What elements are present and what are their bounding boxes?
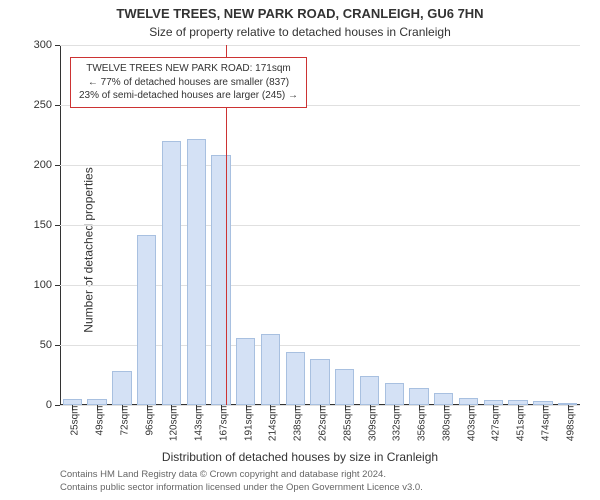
- ytick-label: 300: [0, 39, 52, 51]
- histogram-bar: [236, 338, 255, 405]
- xtick-label: 474sqm: [540, 406, 551, 442]
- chart-subtitle: Size of property relative to detached ho…: [0, 25, 600, 39]
- xtick-label: 25sqm: [70, 406, 81, 436]
- xtick-label: 332sqm: [392, 406, 403, 442]
- ytick-label: 250: [0, 99, 52, 111]
- histogram-bar: [360, 376, 379, 405]
- histogram-chart: TWELVE TREES, NEW PARK ROAD, CRANLEIGH, …: [0, 0, 600, 500]
- xtick-label: 498sqm: [565, 406, 576, 442]
- footer-attribution: Contains HM Land Registry data © Crown c…: [60, 469, 590, 494]
- ytick-mark: [55, 105, 60, 106]
- ytick-mark: [55, 405, 60, 406]
- histogram-bar: [335, 369, 354, 405]
- xtick-label: 120sqm: [169, 406, 180, 442]
- histogram-bar: [137, 235, 156, 405]
- xtick-label: 427sqm: [491, 406, 502, 442]
- histogram-bar: [112, 371, 131, 405]
- histogram-bar: [459, 398, 478, 405]
- histogram-bar: [211, 155, 230, 405]
- xtick-label: 49sqm: [95, 406, 106, 436]
- xtick-label: 309sqm: [367, 406, 378, 442]
- gridline: [60, 165, 580, 166]
- xtick-label: 238sqm: [293, 406, 304, 442]
- xtick-label: 285sqm: [342, 406, 353, 442]
- x-axis-label: Distribution of detached houses by size …: [0, 450, 600, 464]
- annotation-line2: ← 77% of detached houses are smaller (83…: [88, 77, 289, 88]
- xtick-label: 262sqm: [318, 406, 329, 442]
- histogram-bar: [286, 352, 305, 405]
- plot-area: 25sqm49sqm72sqm96sqm120sqm143sqm167sqm19…: [60, 45, 580, 405]
- gridline: [60, 45, 580, 46]
- annotation-line1: TWELVE TREES NEW PARK ROAD: 171sqm: [86, 63, 291, 74]
- histogram-bar: [162, 141, 181, 405]
- ytick-label: 0: [0, 399, 52, 411]
- ytick-mark: [55, 345, 60, 346]
- ytick-mark: [55, 45, 60, 46]
- histogram-bar: [409, 388, 428, 405]
- xtick-label: 191sqm: [243, 406, 254, 442]
- xtick-label: 214sqm: [268, 406, 279, 442]
- ytick-mark: [55, 225, 60, 226]
- annotation-line3: 23% of semi-detached houses are larger (…: [79, 90, 298, 101]
- ytick-label: 100: [0, 279, 52, 291]
- xtick-label: 96sqm: [144, 406, 155, 436]
- footer-line1: Contains HM Land Registry data © Crown c…: [60, 469, 386, 480]
- xtick-label: 403sqm: [466, 406, 477, 442]
- ytick-label: 150: [0, 219, 52, 231]
- annotation-box: TWELVE TREES NEW PARK ROAD: 171sqm ← 77% …: [70, 57, 307, 108]
- ytick-label: 50: [0, 339, 52, 351]
- gridline: [60, 225, 580, 226]
- xtick-label: 167sqm: [218, 406, 229, 442]
- histogram-bar: [187, 139, 206, 405]
- histogram-bar: [261, 334, 280, 405]
- xtick-label: 72sqm: [119, 406, 130, 436]
- footer-line2: Contains public sector information licen…: [60, 482, 423, 493]
- ytick-mark: [55, 165, 60, 166]
- xtick-label: 356sqm: [417, 406, 428, 442]
- xtick-label: 380sqm: [441, 406, 452, 442]
- histogram-bar: [385, 383, 404, 405]
- ytick-label: 200: [0, 159, 52, 171]
- histogram-bar: [310, 359, 329, 405]
- chart-title: TWELVE TREES, NEW PARK ROAD, CRANLEIGH, …: [0, 6, 600, 21]
- xtick-label: 451sqm: [516, 406, 527, 442]
- ytick-mark: [55, 285, 60, 286]
- xtick-label: 143sqm: [194, 406, 205, 442]
- histogram-bar: [434, 393, 453, 405]
